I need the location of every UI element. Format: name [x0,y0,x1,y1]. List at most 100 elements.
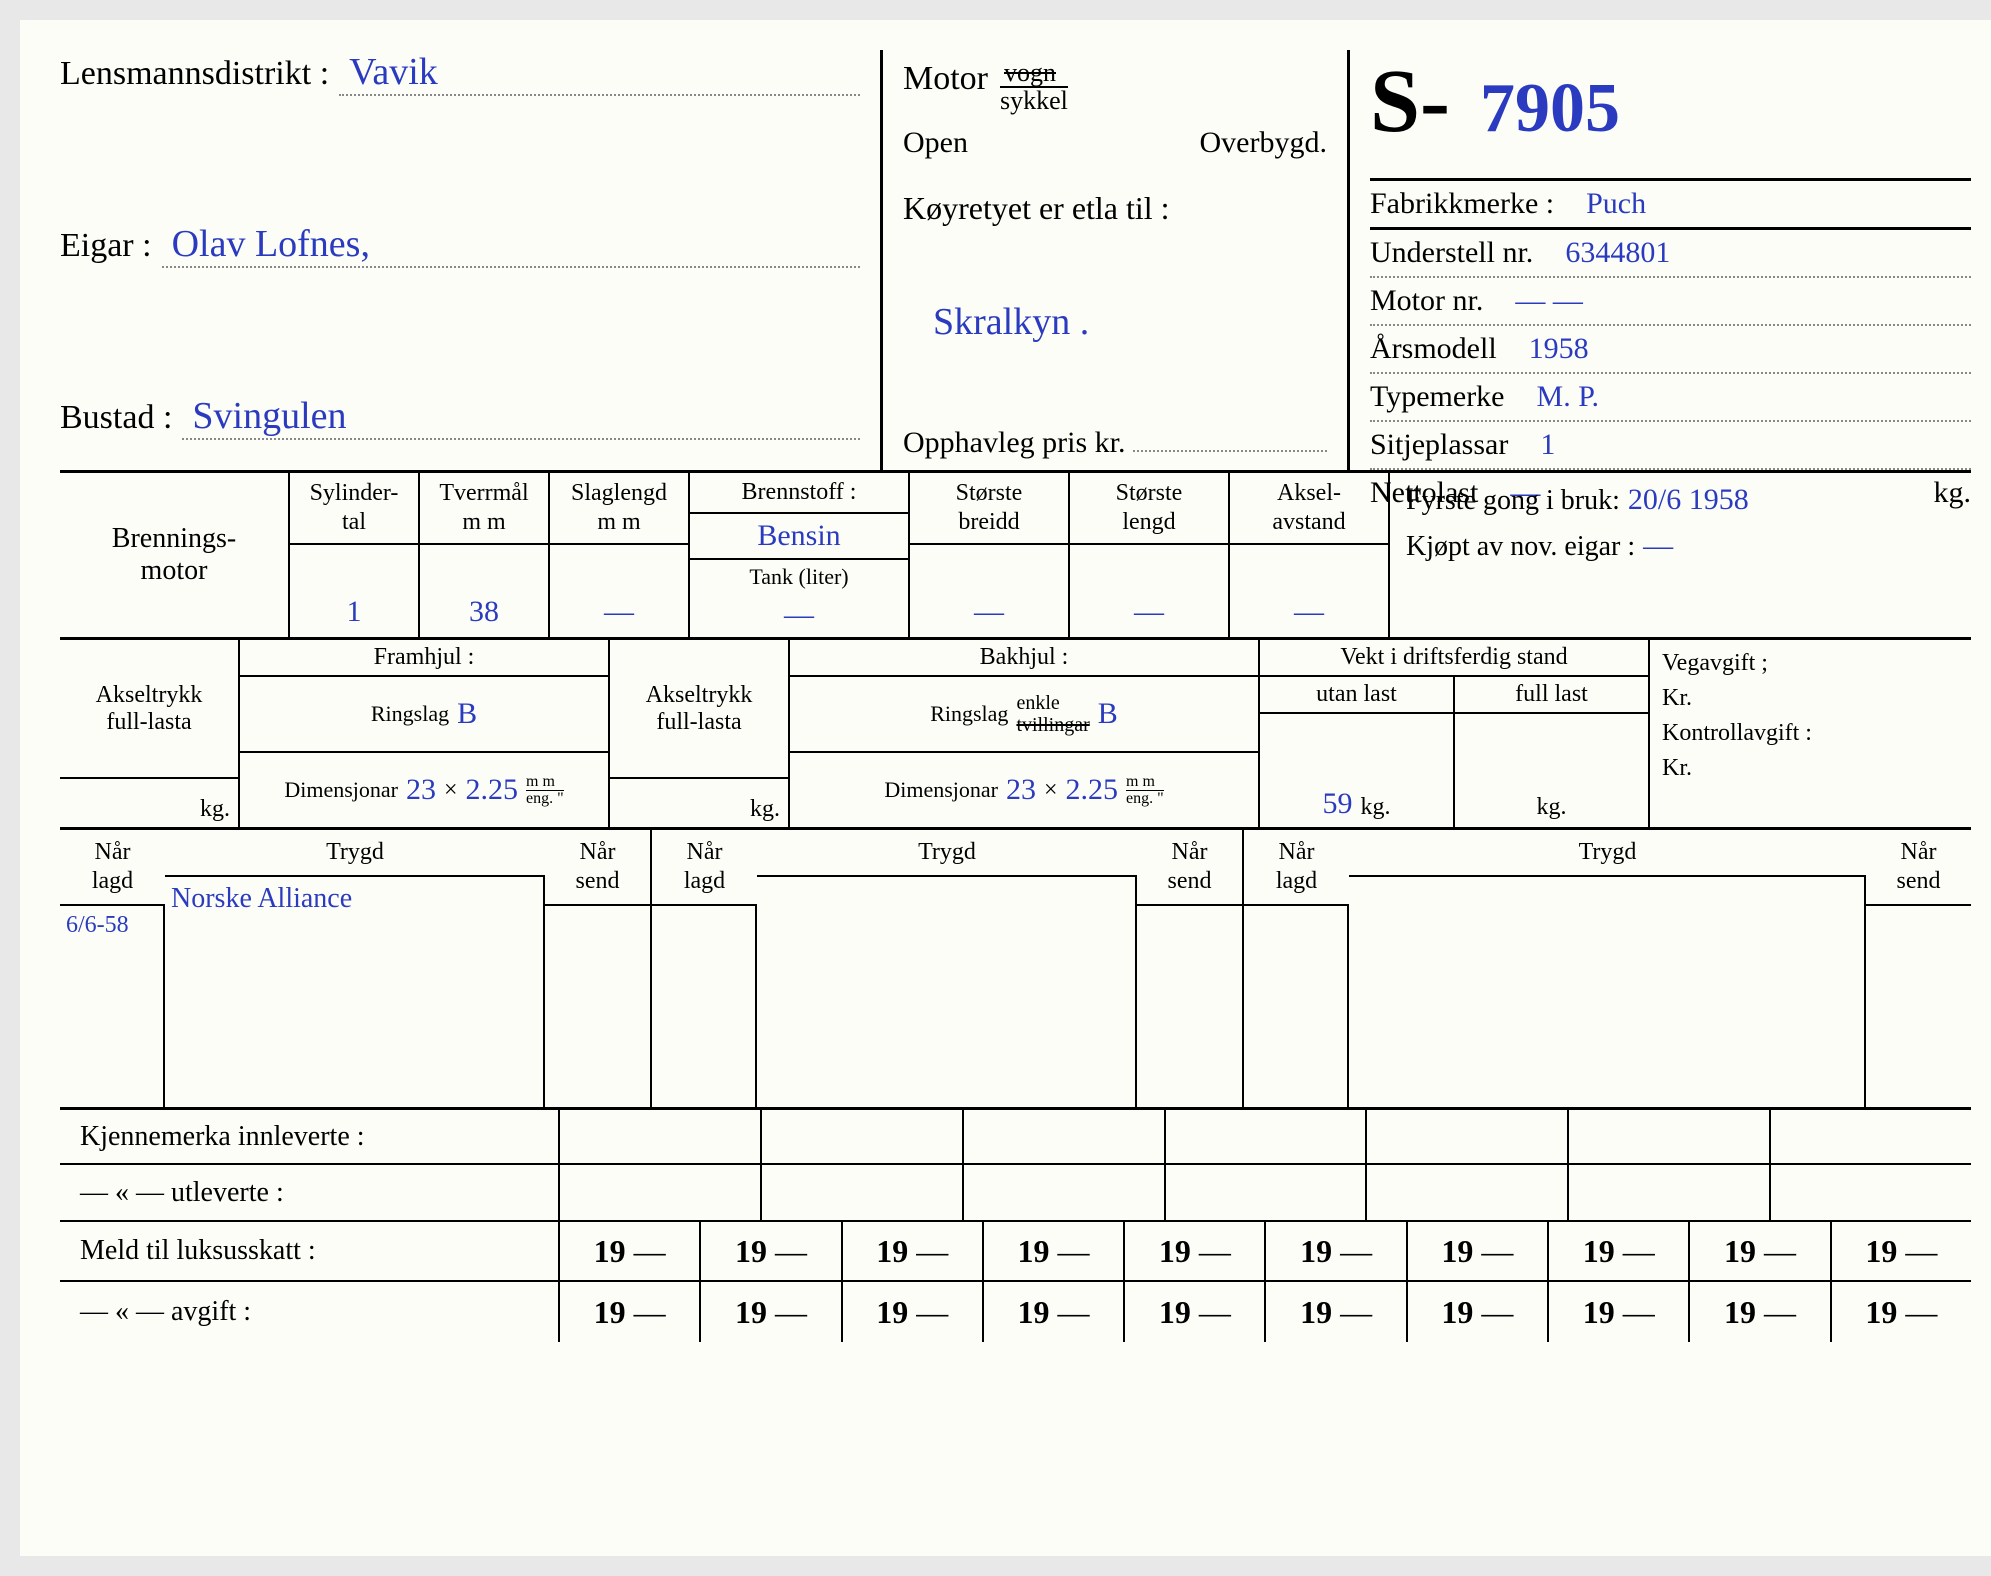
motornr-row: Motor nr. — — [1370,278,1971,326]
fyrste-kjopt-cell: Fyrste gong i bruk: 20/6 1958 Kjøpt av n… [1390,473,1971,637]
s-number: 7905 [1480,69,1620,149]
lengd-value: — [1070,545,1228,637]
trygd-block-2: Når lagd Trygd Når send [652,830,1244,1107]
year-cell: 19— [843,1222,984,1280]
year-cell: 19— [1266,1282,1407,1342]
arsmodell-value: 1958 [1509,332,1971,366]
top-mid: Motor vogn sykkel Open Overbygd. Køyrety… [880,50,1350,470]
typemerke-label: Typemerke [1370,380,1505,414]
year-cell: 19— [1832,1282,1971,1342]
year-cell: 19— [1408,1222,1549,1280]
kjopt-row: Kjøpt av nov. eigar : — [1406,529,1955,563]
tank-value: — [690,594,908,638]
vegavgift-row: Vegavgift ; [1662,646,1959,681]
etla-value: Skralkyn . [933,300,1089,344]
typemerke-value: M. P. [1517,380,1971,414]
fram-mm-eng: m meng. " [526,774,564,807]
full-last-kg: kg. [1537,794,1567,821]
bak-dim2: 2.25 [1066,773,1119,807]
utan-last-kg: kg. [1361,794,1391,821]
year-cell: 19— [560,1282,701,1342]
meld-avgift-cells: 19— 19— 19— 19— 19— 19— 19— 19— 19— 19— [560,1282,1971,1342]
year-cell: 19— [701,1222,842,1280]
arsmodell-row: Årsmodell 1958 [1370,326,1971,374]
utan-last-val-row: 59 kg. [1260,714,1453,827]
t1-trygd: Trygd Norske Alliance [165,830,545,1107]
fram-dim1: 23 [406,773,436,807]
s-prefix: S- [1370,50,1450,153]
fram-dim2: 2.25 [466,773,519,807]
etla-label: Køyretyet er etla til : [903,190,1327,227]
fabrikkmerke-value: Puch [1566,187,1971,221]
kjopt-value: — [1643,529,1673,563]
vekt-label: Vekt i driftsferdig stand [1260,640,1648,677]
wheels-row: Akseltrykk full-lasta kg. Framhjul : Rin… [60,640,1971,830]
brenningsmotor-label: Brennings- motor [60,473,290,637]
fabrikkmerke-row: Fabrikkmerke : Puch [1370,181,1971,230]
enkle-tvillingar: enkle tvillingar [1016,692,1089,736]
fabrikkmerke-label: Fabrikkmerke : [1370,187,1554,221]
year-cell: 19— [1832,1222,1971,1280]
engine-specs-row: Brennings- motor Sylinder- tal 1 Tverrmå… [60,470,1971,640]
t1-nar-send: Når send [545,830,650,1107]
t1-nar-value: 6/6-58 [60,906,165,1107]
slaglengd-value: — [550,545,688,637]
slaglengd-cell: Slaglengd m m — [550,473,690,637]
akselavstand-label: Aksel- avstand [1230,473,1388,545]
year-cell: 19— [1690,1222,1831,1280]
front-akseltrykk-label: Akseltrykk full-lasta [60,640,238,777]
utan-last-col: utan last 59 kg. [1260,677,1455,827]
meld-section: Meld til luksusskatt : 19— 19— 19— 19— 1… [60,1222,1971,1342]
vekt-sub: utan last 59 kg. full last kg. [1260,677,1648,827]
eigar-value: Olav Lofnes, [162,222,860,268]
t3-trygd: Trygd [1349,830,1866,1107]
breidd-label: Største breidd [910,473,1068,545]
fram-dim-row: Dimensjonar 23 × 2.25 m meng. " [240,753,608,827]
meld-luksus-label: Meld til luksusskatt : [60,1222,560,1280]
rear-akseltrykk: Akseltrykk full-lasta kg. [610,640,790,827]
akselavstand-cell: Aksel- avstand — [1230,473,1390,637]
sitjeplassar-label: Sitjeplassar [1370,428,1508,462]
times-2: × [1044,777,1058,804]
bak-dim-row: Dimensjonar 23 × 2.25 m meng. " [790,753,1258,827]
year-cell: 19— [1408,1282,1549,1342]
kjenn-inn-cells [560,1110,1971,1163]
front-akseltrykk-kg: kg. [60,777,238,827]
t1-nar-lagd: Når lagd 6/6-58 [60,830,165,1107]
fram-ringslag-label: Ringslag [371,701,449,727]
year-cell: 19— [1549,1222,1690,1280]
registration-number: S- 7905 [1370,50,1971,153]
arsmodell-label: Årsmodell [1370,332,1497,366]
kontrollavgift-row: Kontrollavgift : [1662,716,1959,751]
t1-trygd-value: Norske Alliance [165,877,545,1107]
kontrollavgift-label: Kontrollavgift : [1662,720,1812,747]
slaglengd-label: Slaglengd m m [550,473,688,545]
motornr-value: — — [1495,284,1971,318]
kjenn-inn-row: Kjennemerka innleverte : [60,1110,1971,1165]
motornr-label: Motor nr. [1370,284,1483,318]
understell-row: Understell nr. 6344801 [1370,230,1971,278]
tverrmal-value: 38 [420,545,548,637]
vogn-label: vogn [1000,60,1068,88]
vegavgift-label: Vegavgift ; [1662,650,1768,677]
open-label: Open [903,126,968,160]
top-left: Lensmannsdistrikt : Vavik Eigar : Olav L… [60,50,880,470]
meld-luksus-cells: 19— 19— 19— 19— 19— 19— 19— 19— 19— 19— [560,1222,1971,1280]
utan-last-value: 59 [1323,787,1353,821]
t2-nar-send: Når send [1137,830,1242,1107]
meld-avgift-label: — « — avgift : [60,1282,560,1342]
sykkel-label: sykkel [1000,88,1068,114]
breidd-cell: Største breidd — [910,473,1070,637]
year-cell: 19— [701,1282,842,1342]
rear-akseltrykk-label: Akseltrykk full-lasta [610,640,788,777]
motor-type-stack: vogn sykkel [1000,60,1068,114]
meld-avgift-row: — « — avgift : 19— 19— 19— 19— 19— 19— 1… [60,1282,1971,1342]
fram-ringslag-value: B [457,697,477,731]
kjenn-ut-label: — « — utleverte : [60,1165,560,1220]
t3-nar-lagd: Når lagd [1244,830,1349,1107]
fyrste-label: Fyrste gong i bruk: [1406,485,1620,517]
fyrste-value: 20/6 1958 [1628,483,1749,517]
motor-label: Motor [903,60,988,98]
year-cell: 19— [560,1222,701,1280]
open-overbygd-row: Open Overbygd. [903,126,1327,160]
